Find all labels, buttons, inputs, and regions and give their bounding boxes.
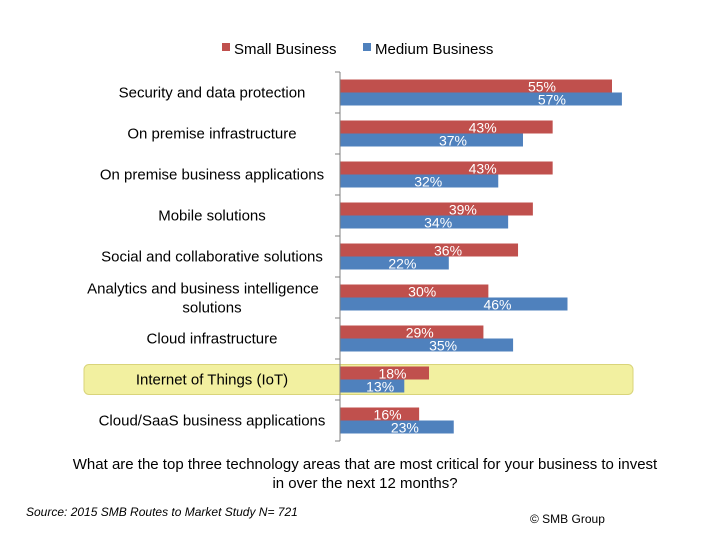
legend-swatch [363, 43, 371, 51]
data-label: 30% [408, 284, 436, 300]
bar-medium [340, 92, 622, 106]
category-label: Analytics and business intelligence [87, 281, 319, 298]
bar-small [340, 407, 420, 421]
bar-medium [340, 297, 568, 311]
survey-question: What are the top three technology areas … [72, 456, 658, 492]
category-label: Internet of Things (IoT) [136, 372, 288, 389]
bar-small [340, 366, 430, 380]
data-label: 37% [439, 133, 467, 149]
bar-small [340, 243, 519, 257]
data-label: 57% [538, 92, 566, 108]
category-label: On premise infrastructure [127, 126, 296, 143]
bar-small [340, 284, 489, 298]
category-label: Cloud infrastructure [147, 331, 278, 348]
category-label: On premise business applications [100, 167, 324, 184]
category-label: Security and data protection [119, 85, 306, 102]
category-label: Mobile solutions [158, 208, 266, 225]
data-label: 35% [429, 338, 457, 354]
copyright-note: © SMB Group [530, 512, 605, 526]
data-label: 46% [483, 297, 511, 313]
bar-small [340, 325, 484, 339]
data-label: 43% [469, 120, 497, 136]
data-label: 16% [374, 407, 402, 423]
category-label: Cloud/SaaS business applications [99, 413, 326, 430]
data-label: 34% [424, 215, 452, 231]
bar-small [340, 161, 553, 175]
bar-medium [340, 256, 449, 270]
bar-small [340, 79, 612, 93]
data-label: 18% [378, 366, 406, 382]
bar-medium [340, 420, 454, 434]
data-label: 32% [414, 174, 442, 190]
bar-medium [340, 379, 405, 393]
data-label: 22% [388, 256, 416, 272]
category-label: Social and collaborative solutions [101, 249, 323, 266]
data-label: 55% [528, 79, 556, 95]
data-label: 39% [449, 202, 477, 218]
data-label: 43% [469, 161, 497, 177]
legend-label: Medium Business [375, 41, 493, 58]
bar-medium [340, 174, 499, 188]
legend-label: Small Business [234, 41, 337, 58]
data-label: 23% [391, 420, 419, 436]
legend-swatch [222, 43, 230, 51]
bar-medium [340, 133, 523, 147]
bar-small [340, 202, 533, 216]
data-label: 36% [434, 243, 462, 259]
bar-medium [340, 215, 509, 229]
bar-chart: 55%57% Security and data protection 43%37%… [83, 41, 634, 442]
data-label: 29% [406, 325, 434, 341]
data-label: 13% [366, 379, 394, 395]
source-note: Source: 2015 SMB Routes to Market Study … [26, 505, 298, 519]
category-label: solutions [182, 300, 241, 317]
bar-small [340, 120, 553, 134]
bar-medium [340, 338, 514, 352]
